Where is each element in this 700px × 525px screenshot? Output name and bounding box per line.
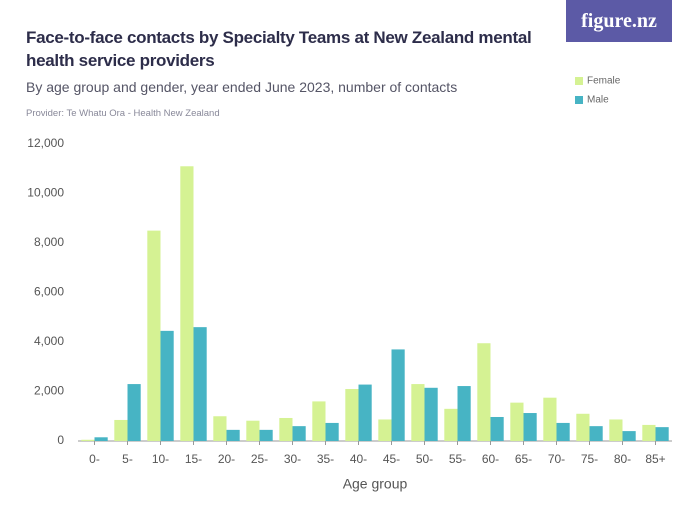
x-axis-title: Age group xyxy=(343,476,408,492)
bar xyxy=(622,431,636,441)
bar xyxy=(391,349,405,441)
bar xyxy=(576,413,590,441)
x-tick-label: 70- xyxy=(548,452,565,466)
bar xyxy=(193,327,207,441)
legend-label: Male xyxy=(587,95,609,106)
bar xyxy=(213,416,227,441)
x-tick-label: 35- xyxy=(317,452,334,466)
y-tick-label: 0 xyxy=(57,433,64,447)
chart-title: Face-to-face contacts by Specialty Teams… xyxy=(26,28,532,70)
y-tick-label: 6,000 xyxy=(34,285,64,299)
bar xyxy=(226,429,240,441)
provider-note: Provider: Te Whatu Ora - Health New Zeal… xyxy=(26,108,220,119)
x-tick-label: 75- xyxy=(581,452,598,466)
bar xyxy=(424,387,438,441)
y-tick-label: 12,000 xyxy=(27,136,64,150)
bar xyxy=(127,384,141,441)
x-tick-label: 40- xyxy=(350,452,367,466)
x-tick-label: 15- xyxy=(185,452,202,466)
bar xyxy=(292,426,306,441)
bar xyxy=(556,422,570,441)
bar xyxy=(510,402,524,441)
legend-swatch xyxy=(575,77,583,85)
x-tick-label: 45- xyxy=(383,452,400,466)
bar xyxy=(147,230,161,441)
x-tick-label: 10- xyxy=(152,452,169,466)
x-tick-label: 5- xyxy=(122,452,133,466)
bar xyxy=(523,413,537,441)
logo: figure.nz xyxy=(566,0,672,42)
bar xyxy=(543,397,557,441)
x-tick-label: 80- xyxy=(614,452,631,466)
bar xyxy=(180,166,194,441)
y-tick-label: 8,000 xyxy=(34,235,64,249)
bar xyxy=(477,343,491,441)
x-tick-label: 50- xyxy=(416,452,433,466)
bar xyxy=(246,420,260,441)
chart-subtitle: By age group and gender, year ended June… xyxy=(26,79,458,95)
y-tick-label: 10,000 xyxy=(27,186,64,200)
bar xyxy=(490,416,504,441)
legend-label: Female xyxy=(587,76,621,87)
bar xyxy=(457,386,471,441)
bar xyxy=(259,429,273,441)
y-tick-label: 2,000 xyxy=(34,384,64,398)
x-tick-label: 0- xyxy=(89,452,100,466)
bar xyxy=(378,419,392,441)
bar xyxy=(325,422,339,441)
bar xyxy=(609,419,623,441)
x-tick-label: 25- xyxy=(251,452,268,466)
bar xyxy=(655,427,669,441)
bar xyxy=(279,417,293,441)
bar xyxy=(160,330,174,441)
bar xyxy=(94,437,108,441)
bar xyxy=(114,419,128,441)
bar xyxy=(345,389,359,441)
bar xyxy=(358,384,372,441)
bar xyxy=(642,424,656,441)
bar xyxy=(81,439,95,441)
bar xyxy=(312,401,326,441)
x-tick-label: 30- xyxy=(284,452,301,466)
bar xyxy=(411,384,425,441)
x-tick-label: 20- xyxy=(218,452,235,466)
y-tick-label: 4,000 xyxy=(34,334,64,348)
bar xyxy=(589,426,603,441)
x-tick-label: 55- xyxy=(449,452,466,466)
x-tick-label: 60- xyxy=(482,452,499,466)
x-tick-label: 85+ xyxy=(645,452,665,466)
legend-swatch xyxy=(575,96,583,104)
bar xyxy=(444,408,458,441)
x-tick-label: 65- xyxy=(515,452,532,466)
